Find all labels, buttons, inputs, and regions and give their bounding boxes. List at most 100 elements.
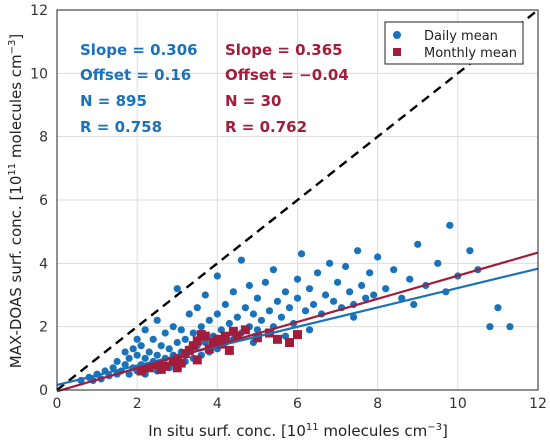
daily-mean-point (486, 323, 494, 331)
daily-mean-point (125, 370, 133, 378)
x-tick-label: 8 (373, 396, 382, 412)
daily-mean-point (325, 259, 334, 267)
monthly-mean-point (228, 326, 238, 336)
daily-mean-point (141, 326, 149, 334)
daily-mean-point (133, 351, 141, 359)
monthly-n-text: N = 30 (225, 92, 281, 110)
daily-mean-point (350, 313, 358, 321)
daily-mean-point (333, 278, 342, 286)
x-tick-label: 10 (449, 396, 467, 412)
daily-mean-point (293, 275, 302, 283)
daily-mean-point (313, 269, 322, 277)
monthly-mean-point (232, 331, 242, 341)
y-tick-label: 10 (30, 66, 48, 82)
daily-mean-point (285, 304, 294, 312)
daily-mean-point (233, 313, 241, 321)
daily-mean-point (177, 326, 185, 334)
daily-mean-point (245, 281, 253, 290)
x-tick-label: 0 (53, 396, 62, 412)
daily-mean-point (398, 294, 406, 302)
daily-mean-point (249, 310, 258, 318)
daily-mean-point (113, 357, 121, 366)
daily-mean-point (506, 323, 514, 331)
daily-mean-point (145, 348, 153, 356)
daily-mean-point (201, 338, 209, 347)
axis-frame (56, 9, 539, 391)
daily-mean-point (217, 326, 225, 334)
daily-mean-point (253, 326, 262, 334)
monthly-slope-text: Slope = 0.365 (225, 41, 343, 59)
x-axis-label: In situ surf. conc. [1011 molecules cm−3… (148, 422, 448, 440)
monthly-mean-point (284, 338, 294, 347)
plot-area (77, 221, 514, 385)
legend-monthly-label: Monthly mean (424, 46, 517, 61)
daily-mean-point (173, 285, 181, 293)
daily-mean-point (129, 345, 137, 353)
daily-mean-point (137, 342, 145, 350)
monthly-mean-point (293, 330, 302, 340)
daily-mean-point (309, 300, 318, 309)
daily-mean-point (297, 250, 306, 258)
daily-mean-point (370, 291, 378, 299)
daily-mean-point (241, 304, 249, 312)
daily-mean-point (149, 335, 157, 343)
y-tick-label: 4 (39, 256, 48, 272)
legend-daily-label: Daily mean (424, 29, 498, 44)
daily-mean-point (269, 266, 278, 274)
daily-mean-point (277, 313, 286, 321)
daily-mean-point (193, 304, 201, 312)
monthly-r-text: R = 0.762 (225, 118, 307, 136)
legend-daily-marker (393, 31, 401, 39)
daily-mean-point (125, 354, 133, 362)
daily-mean-point (434, 259, 442, 267)
x-tick-label: 12 (529, 396, 547, 412)
y-axis-label: MAX-DOAS surf. conc. [1011 molecules cm−… (7, 34, 25, 369)
daily-mean-point (181, 335, 189, 343)
monthly-mean-point (144, 363, 154, 373)
plot-frame (56, 9, 539, 391)
daily-mean-point (225, 319, 233, 328)
daily-fit-line (56, 267, 539, 387)
daily-mean-point (173, 338, 181, 347)
daily-mean-point (141, 354, 149, 362)
daily-mean-point (321, 291, 330, 299)
monthly-fit-line (56, 251, 539, 393)
daily-mean-point (213, 272, 221, 280)
monthly-mean-point (172, 353, 182, 363)
daily-n-text: N = 895 (80, 92, 147, 110)
daily-mean-point (281, 332, 290, 340)
daily-mean-point (185, 310, 193, 318)
daily-mean-point (410, 300, 418, 309)
daily-mean-point (329, 297, 338, 305)
monthly-mean-point (200, 331, 210, 341)
daily-r-text: R = 0.758 (80, 118, 162, 136)
monthly-mean-point (188, 341, 198, 351)
daily-mean-point (161, 329, 169, 337)
daily-mean-point (153, 316, 161, 324)
monthly-mean-point (240, 325, 250, 335)
daily-mean-point (201, 291, 209, 299)
daily-mean-point (414, 240, 422, 248)
monthly-stats: Slope = 0.365 Offset = −0.04 N = 30 R = … (225, 41, 349, 136)
monthly-mean-point (172, 363, 182, 373)
monthly-mean-point (176, 358, 186, 368)
one-to-one-reference-line (56, 9, 539, 391)
monthly-mean-point (184, 345, 194, 355)
monthly-mean-point (212, 334, 222, 344)
daily-mean-point (346, 288, 354, 296)
daily-mean-point (229, 288, 237, 296)
monthly-mean-point (272, 334, 282, 344)
daily-mean-point (301, 307, 310, 315)
legend: Daily mean Monthly mean (384, 21, 524, 65)
daily-mean-point (121, 348, 129, 356)
daily-mean-point (165, 345, 173, 353)
daily-mean-point (446, 221, 454, 229)
monthly-mean-point (192, 355, 202, 365)
daily-mean-point (305, 285, 314, 293)
daily-mean-point (382, 285, 390, 293)
daily-stats: Slope = 0.306 Offset = 0.16 N = 895 R = … (80, 41, 198, 136)
daily-mean-point (466, 247, 474, 255)
y-tick-label: 12 (30, 3, 48, 19)
daily-mean-point (265, 307, 274, 315)
